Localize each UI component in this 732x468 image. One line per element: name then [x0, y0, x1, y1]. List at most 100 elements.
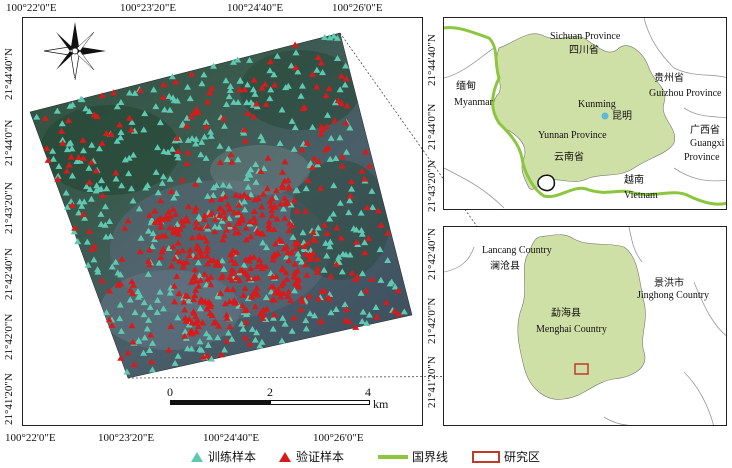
training-sample-point	[127, 185, 135, 192]
validation-sample-point	[67, 153, 75, 160]
validation-sample-point	[175, 230, 183, 237]
training-sample-point	[290, 145, 298, 152]
validation-sample-point	[105, 316, 113, 323]
training-sample-point	[154, 296, 162, 303]
validation-sample-point	[284, 293, 292, 300]
training-sample-point	[114, 269, 122, 276]
validation-sample-point	[281, 214, 289, 221]
training-sample-point	[86, 185, 94, 192]
validation-sample-point	[240, 126, 248, 133]
training-sample-point	[59, 136, 67, 143]
training-sample-point	[298, 82, 306, 89]
training-sample-point	[144, 182, 152, 189]
training-sample-point	[211, 223, 219, 230]
training-sample-point	[140, 126, 148, 133]
training-sample-point	[218, 257, 226, 264]
validation-sample-point	[172, 210, 180, 217]
training-sample-point	[62, 189, 70, 196]
training-sample-point	[201, 133, 209, 140]
validation-sample-point	[231, 259, 239, 266]
validation-sample-point	[331, 117, 339, 124]
training-sample-point	[140, 299, 148, 306]
training-sample-point	[376, 246, 384, 253]
validation-sample-point	[284, 199, 292, 206]
training-sample-point	[238, 320, 246, 327]
training-sample-point	[78, 96, 86, 103]
training-sample-point	[154, 144, 162, 151]
training-sample-point	[214, 334, 222, 341]
training-sample-point	[129, 197, 137, 204]
training-sample-point	[152, 168, 160, 175]
validation-sample-point	[226, 205, 234, 212]
validation-sample-point	[317, 184, 325, 191]
training-sample-point	[74, 238, 82, 245]
validation-sample-point	[174, 248, 182, 255]
validation-sample-point	[217, 351, 225, 358]
validation-sample-point	[192, 204, 200, 211]
validation-sample-point	[273, 215, 281, 222]
validation-sample-point	[362, 148, 370, 155]
validation-sample-point	[190, 296, 198, 303]
validation-sample-point	[223, 285, 231, 292]
validation-sample-point	[253, 100, 261, 107]
training-sample-point	[149, 339, 157, 346]
training-sample-point	[306, 310, 314, 317]
validation-sample-point	[337, 234, 345, 241]
validation-sample-point	[185, 252, 193, 259]
training-sample-point	[97, 210, 105, 217]
training-sample-point	[384, 256, 392, 263]
validation-sample-point	[206, 211, 214, 218]
training-sample-point	[342, 251, 350, 258]
training-sample-point	[240, 261, 248, 268]
validation-sample-point	[314, 265, 322, 272]
validation-sample-point	[203, 352, 211, 359]
validation-sample-point	[303, 271, 311, 278]
myanmar-en: Myanmar	[454, 97, 493, 108]
training-sample-point	[227, 83, 235, 90]
training-sample-point	[170, 97, 178, 104]
yunnan-en: Yunnan Province	[538, 130, 607, 141]
validation-sample-point	[261, 80, 269, 87]
training-sample-point	[298, 258, 306, 265]
validation-sample-point	[314, 255, 322, 262]
validation-sample-point	[151, 219, 159, 226]
validation-sample-point	[187, 113, 195, 120]
validation-sample-point	[309, 70, 317, 77]
validation-sample-point	[178, 176, 186, 183]
validation-sample-point	[299, 298, 307, 305]
training-sample-point	[324, 111, 332, 118]
validation-sample-point	[63, 167, 71, 174]
training-sample-point	[290, 287, 298, 294]
validation-sample-point	[223, 226, 231, 233]
validation-sample-point	[159, 93, 167, 100]
validation-sample-point	[173, 134, 181, 141]
myanmar-cn: 缅甸	[456, 81, 476, 92]
validation-sample-point	[87, 158, 95, 165]
training-sample-point	[357, 209, 365, 216]
kunming-cn: 昆明	[612, 111, 632, 122]
training-sample-point	[159, 173, 167, 180]
validation-sample-point	[238, 302, 246, 309]
training-sample-point	[279, 314, 287, 321]
validation-sample-point	[184, 149, 192, 156]
validation-sample-point	[88, 245, 96, 252]
training-sample-point	[288, 327, 296, 334]
validation-sample-point	[85, 227, 93, 234]
training-sample-point	[302, 317, 310, 324]
county-inset-frame: Lancang Country 澜沧县 景洪市 Jinghong Country…	[443, 226, 727, 426]
validation-sample-point	[299, 105, 307, 112]
training-sample-point	[333, 55, 341, 62]
validation-sample-point	[259, 306, 267, 313]
validation-sample-point	[75, 153, 83, 160]
training-sample-point	[134, 337, 142, 344]
validation-sample-point	[361, 249, 369, 256]
training-sample-point	[125, 170, 133, 177]
training-sample-point	[259, 137, 267, 144]
training-sample-point	[273, 52, 281, 59]
training-sample-point	[140, 349, 148, 356]
top-tick-3: 100°24'40"E	[227, 2, 284, 14]
training-sample-point	[335, 253, 343, 260]
training-sample-point	[148, 243, 156, 250]
training-sample-point	[192, 140, 200, 147]
validation-sample-point	[292, 278, 300, 285]
